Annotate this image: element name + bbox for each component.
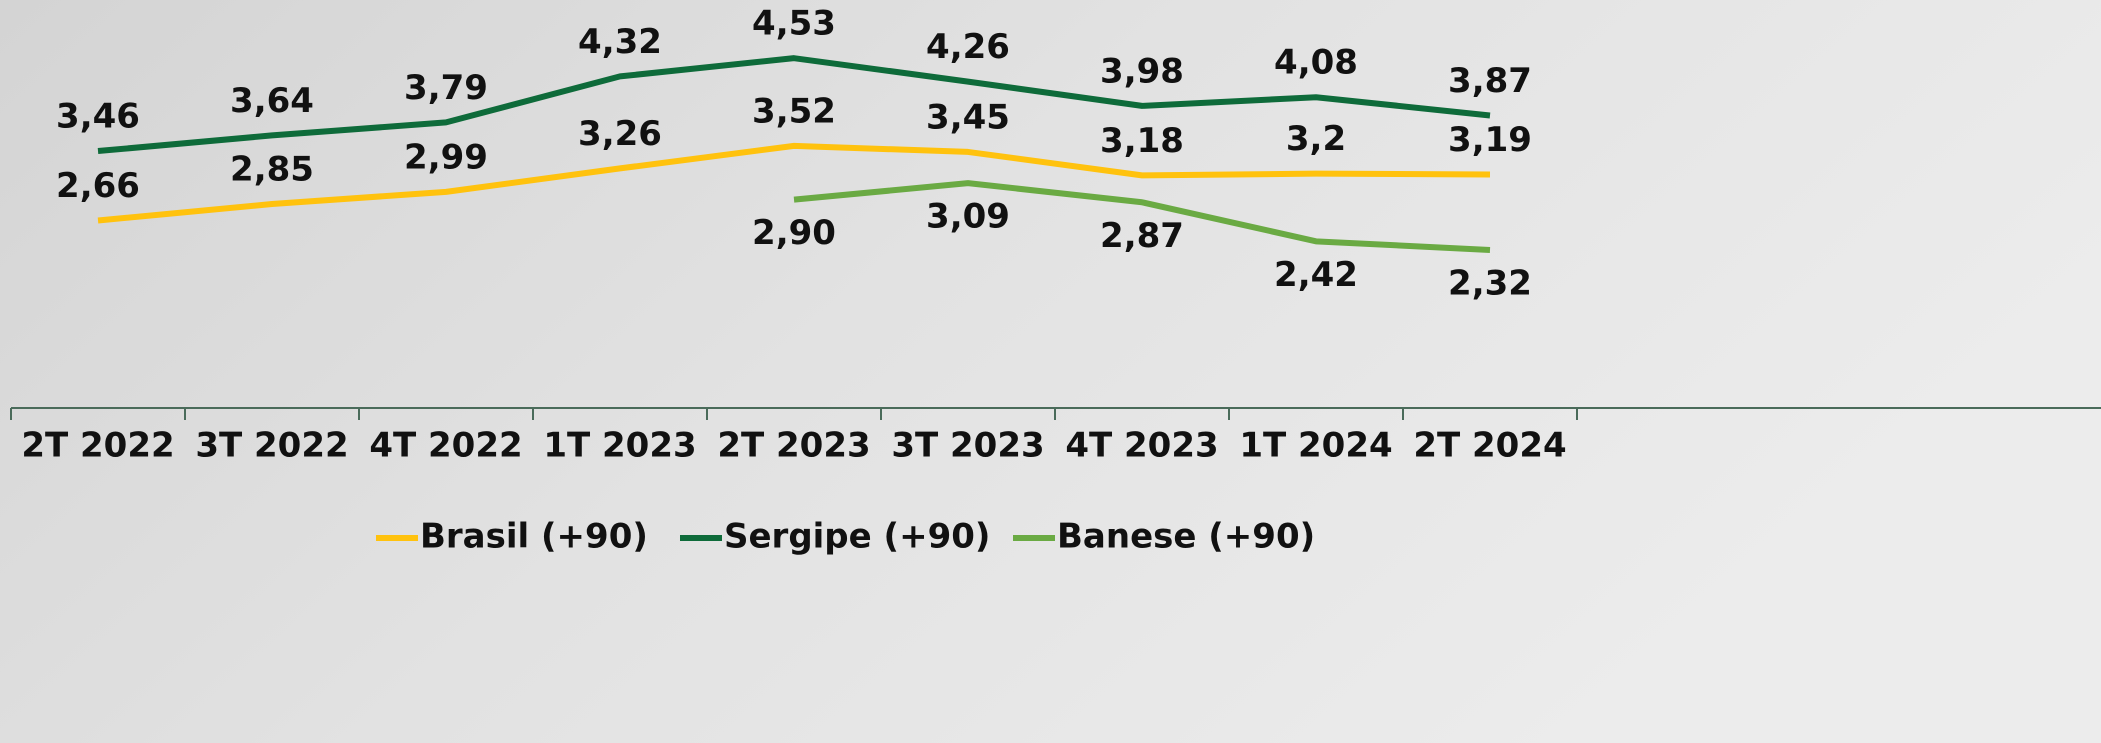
legend-label: Brasil (+90)	[420, 517, 648, 557]
x-tick-label: 2T 2023	[717, 426, 870, 466]
x-tick-label: 4T 2022	[369, 426, 522, 466]
data-label: 3,79	[404, 68, 488, 108]
x-tick-label: 1T 2023	[543, 426, 696, 466]
x-tick-label: 3T 2023	[891, 426, 1044, 466]
data-label: 4,53	[752, 4, 836, 44]
data-label: 2,42	[1274, 255, 1358, 295]
data-label: 4,08	[1274, 43, 1358, 83]
data-label: 3,87	[1448, 61, 1532, 101]
data-label: 2,66	[56, 166, 140, 206]
data-label: 3,18	[1100, 121, 1184, 161]
series-line	[97, 55, 1491, 155]
data-label: 3,19	[1448, 120, 1532, 160]
data-label: 2,32	[1448, 264, 1532, 304]
x-tick-label: 1T 2024	[1239, 426, 1392, 466]
data-label: 3,64	[230, 81, 314, 121]
legend-label: Sergipe (+90)	[724, 517, 990, 557]
data-label: 3,52	[752, 91, 836, 131]
x-tick-label: 3T 2022	[195, 426, 348, 466]
data-label: 3,98	[1100, 51, 1184, 91]
data-label: 2,85	[230, 150, 314, 190]
x-tick-label: 2T 2024	[1413, 426, 1566, 466]
data-label: 3,2	[1286, 119, 1346, 159]
data-label: 4,26	[926, 27, 1010, 67]
data-label: 3,26	[578, 114, 662, 154]
x-tick-label: 2T 2022	[21, 426, 174, 466]
series-line	[793, 180, 1491, 254]
data-label: 2,90	[752, 213, 836, 253]
legend-label: Banese (+90)	[1057, 517, 1315, 557]
data-label: 3,46	[56, 97, 140, 137]
data-label: 3,45	[926, 97, 1010, 137]
x-tick-label: 4T 2023	[1065, 426, 1218, 466]
data-label: 2,99	[404, 137, 488, 177]
data-label: 2,87	[1100, 216, 1184, 256]
data-label: 4,32	[578, 22, 662, 62]
data-label: 3,09	[926, 197, 1010, 237]
series-line	[97, 142, 1491, 224]
